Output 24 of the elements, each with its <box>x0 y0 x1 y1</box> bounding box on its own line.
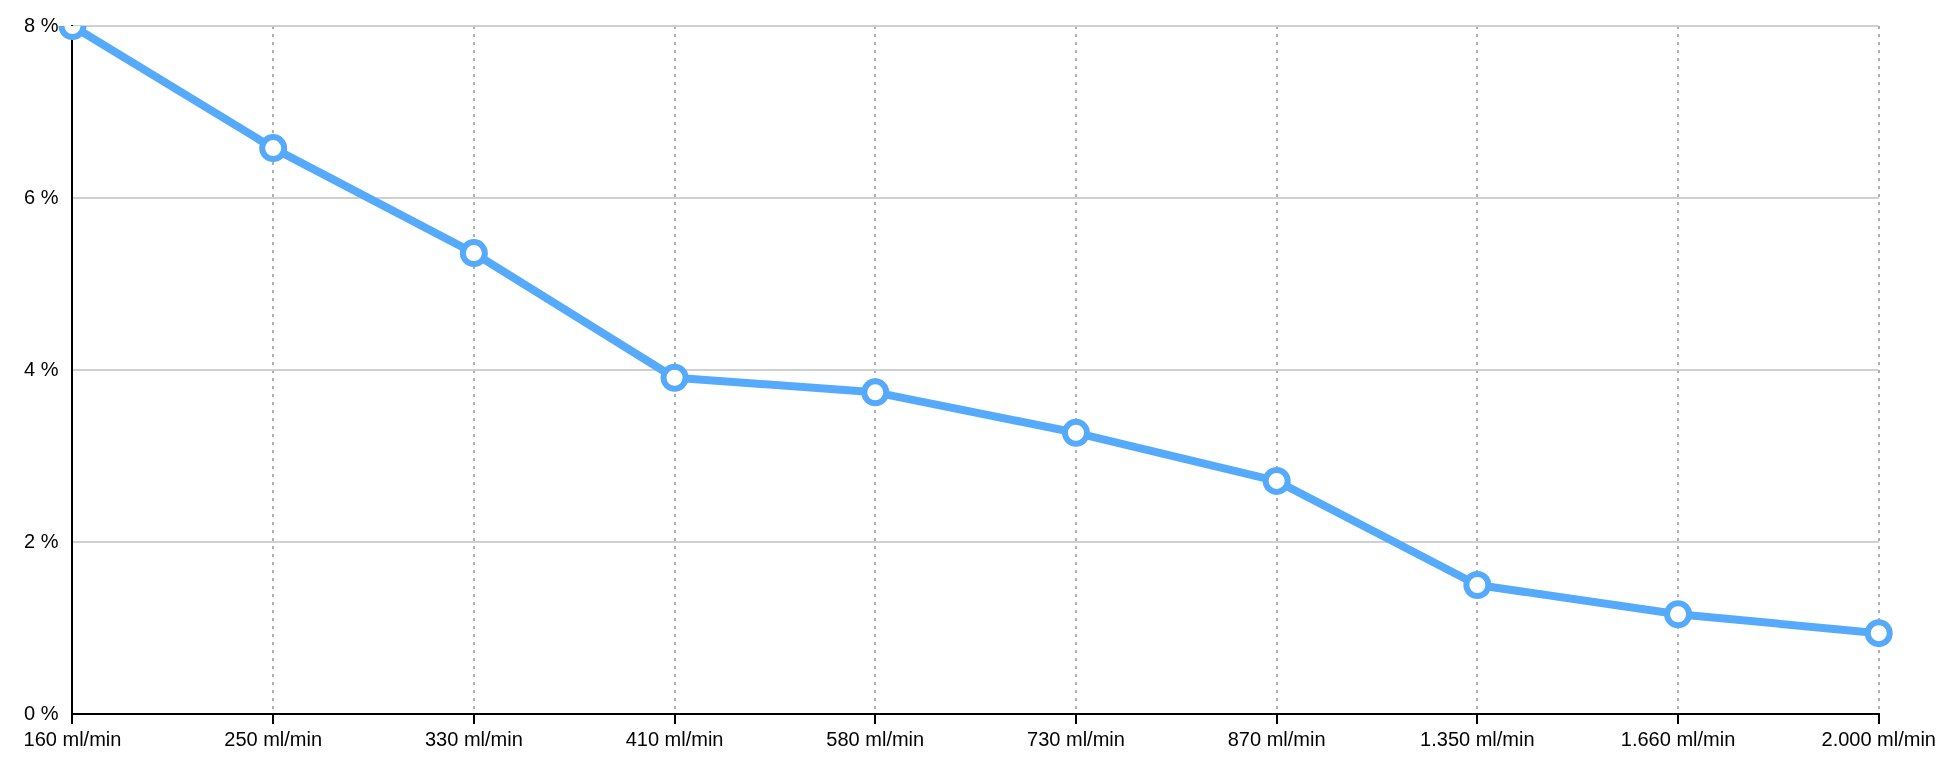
point <box>259 134 288 163</box>
y-tick-label: 8 % <box>23 13 59 36</box>
y-tick-label: 0 % <box>23 701 59 724</box>
point <box>660 363 689 392</box>
x-tick-label: 2.000 ml/min <box>1821 727 1936 750</box>
x-tick-label: 330 ml/min <box>424 727 523 750</box>
x-tick-label: 250 ml/min <box>224 727 323 750</box>
point <box>1262 466 1291 495</box>
point <box>1463 571 1492 599</box>
y-tick-label: 4 % <box>23 357 59 380</box>
point <box>1664 600 1693 629</box>
x-tick-label: 730 ml/min <box>1027 727 1125 750</box>
point <box>1864 619 1893 648</box>
x-tick-label: 1.350 ml/min <box>1420 727 1535 750</box>
y-tick-label: 2 % <box>23 529 59 552</box>
x-tick-label: 410 ml/min <box>625 727 724 750</box>
point <box>1061 418 1090 447</box>
point <box>459 239 488 268</box>
point <box>861 378 890 407</box>
x-tick-label: 870 ml/min <box>1227 727 1326 750</box>
y-tick-label: 6 % <box>23 185 59 208</box>
x-tick-label: 580 ml/min <box>826 727 925 750</box>
x-tick-label: 1.660 ml/min <box>1620 727 1736 750</box>
x-tick-label: 160 ml/min <box>23 727 122 750</box>
